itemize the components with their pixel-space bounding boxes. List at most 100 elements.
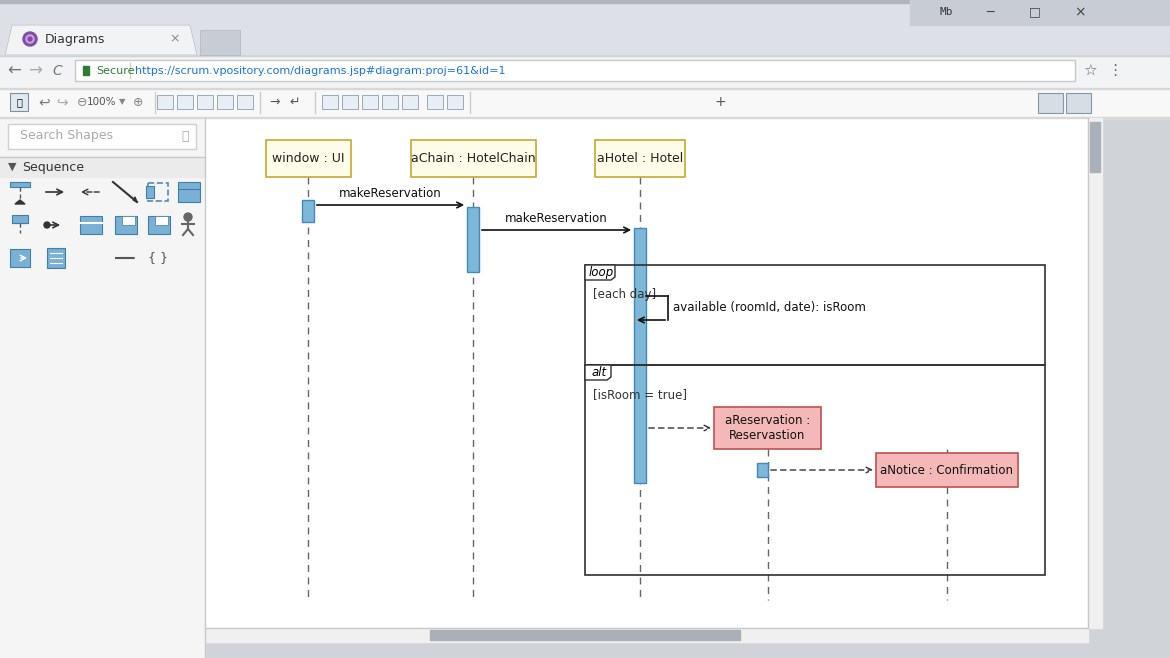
Bar <box>634 228 646 483</box>
Bar <box>200 30 240 55</box>
Text: Mb: Mb <box>940 7 952 17</box>
Text: Secure: Secure <box>96 66 135 76</box>
Bar <box>757 463 768 477</box>
Text: ▼: ▼ <box>8 162 16 172</box>
Bar <box>596 140 684 177</box>
Text: 🔍: 🔍 <box>181 130 188 143</box>
Bar <box>154 216 168 225</box>
Text: window : UI: window : UI <box>271 152 344 165</box>
Text: loop: loop <box>589 266 613 279</box>
Bar <box>910 0 1170 25</box>
Bar <box>585 265 1045 365</box>
Bar <box>197 95 213 109</box>
Text: ⋮: ⋮ <box>1107 64 1123 78</box>
Bar <box>83 66 89 75</box>
Bar <box>205 118 1088 628</box>
Bar <box>0 25 1170 55</box>
Bar <box>585 365 1045 575</box>
Bar <box>1038 93 1064 113</box>
Bar <box>402 95 418 109</box>
Bar <box>714 407 821 449</box>
Bar <box>322 95 338 109</box>
Text: aReservation :
Reservastion: aReservation : Reservastion <box>725 414 810 442</box>
Bar <box>11 182 30 187</box>
Text: C: C <box>53 64 62 78</box>
Text: +: + <box>714 95 725 109</box>
Text: 💾: 💾 <box>16 97 22 107</box>
Text: available (roomId, date): isRoom: available (roomId, date): isRoom <box>673 301 866 315</box>
Bar <box>467 207 479 272</box>
Circle shape <box>26 35 34 43</box>
Circle shape <box>184 213 192 221</box>
Bar <box>11 93 28 111</box>
Text: □: □ <box>1030 5 1041 18</box>
Bar <box>216 95 233 109</box>
Text: makeReservation: makeReservation <box>505 212 608 225</box>
Bar <box>876 453 1018 487</box>
Bar <box>47 248 66 268</box>
Bar <box>205 628 1088 642</box>
Text: ↩: ↩ <box>39 95 50 109</box>
Text: ←: ← <box>7 62 21 80</box>
Bar <box>381 95 398 109</box>
Bar <box>0 88 1170 89</box>
Text: ▼: ▼ <box>118 97 125 107</box>
Bar <box>362 95 378 109</box>
Polygon shape <box>585 365 611 380</box>
Bar <box>1090 122 1100 172</box>
Polygon shape <box>133 197 137 202</box>
Bar <box>11 249 30 267</box>
Text: →: → <box>28 62 42 80</box>
Bar <box>0 88 1170 118</box>
Text: ⊕: ⊕ <box>132 95 143 109</box>
Polygon shape <box>5 25 197 55</box>
Text: aNotice : Confirmation: aNotice : Confirmation <box>881 463 1013 476</box>
Text: ×: × <box>1074 5 1086 19</box>
Circle shape <box>28 37 32 41</box>
Bar <box>147 183 168 201</box>
Text: aHotel : Hotel: aHotel : Hotel <box>597 152 683 165</box>
Bar <box>411 140 536 177</box>
Text: [each day]: [each day] <box>593 288 656 301</box>
Bar <box>12 215 28 223</box>
Text: [isRoom = true]: [isRoom = true] <box>593 388 687 401</box>
Polygon shape <box>15 200 25 204</box>
Text: ☆: ☆ <box>1083 64 1096 78</box>
Bar <box>0 55 1170 56</box>
Bar <box>8 124 197 149</box>
Bar <box>122 216 135 225</box>
Bar <box>75 60 1075 81</box>
Bar <box>146 186 154 198</box>
Bar <box>238 95 253 109</box>
Text: 100%: 100% <box>88 97 117 107</box>
Bar <box>427 95 443 109</box>
Text: { }: { } <box>147 251 168 265</box>
Bar <box>431 630 739 640</box>
Bar <box>80 216 102 234</box>
Text: ─: ─ <box>986 5 993 18</box>
Bar <box>115 216 137 234</box>
Text: ×: × <box>170 32 180 45</box>
Text: aChain : HotelChain: aChain : HotelChain <box>411 152 536 165</box>
Bar <box>0 55 1170 88</box>
Bar <box>157 95 173 109</box>
Text: makeReservation: makeReservation <box>339 187 442 200</box>
Text: alt: alt <box>592 366 606 379</box>
Bar <box>147 216 170 234</box>
Bar <box>1088 118 1102 628</box>
Bar <box>342 95 358 109</box>
Text: Sequence: Sequence <box>22 161 84 174</box>
Text: ⊖: ⊖ <box>77 95 88 109</box>
Bar <box>0 117 1170 118</box>
Bar <box>0 0 1170 3</box>
Bar <box>266 140 351 177</box>
Bar <box>0 157 205 177</box>
Bar <box>178 182 200 202</box>
Text: →: → <box>270 95 281 109</box>
Text: https://scrum.vpository.com/diagrams.jsp#diagram:proj=61&id=1: https://scrum.vpository.com/diagrams.jsp… <box>135 66 505 76</box>
Bar <box>1066 93 1090 113</box>
Bar <box>302 200 314 222</box>
Bar <box>447 95 463 109</box>
Text: ↵: ↵ <box>290 95 301 109</box>
Bar <box>0 118 205 658</box>
